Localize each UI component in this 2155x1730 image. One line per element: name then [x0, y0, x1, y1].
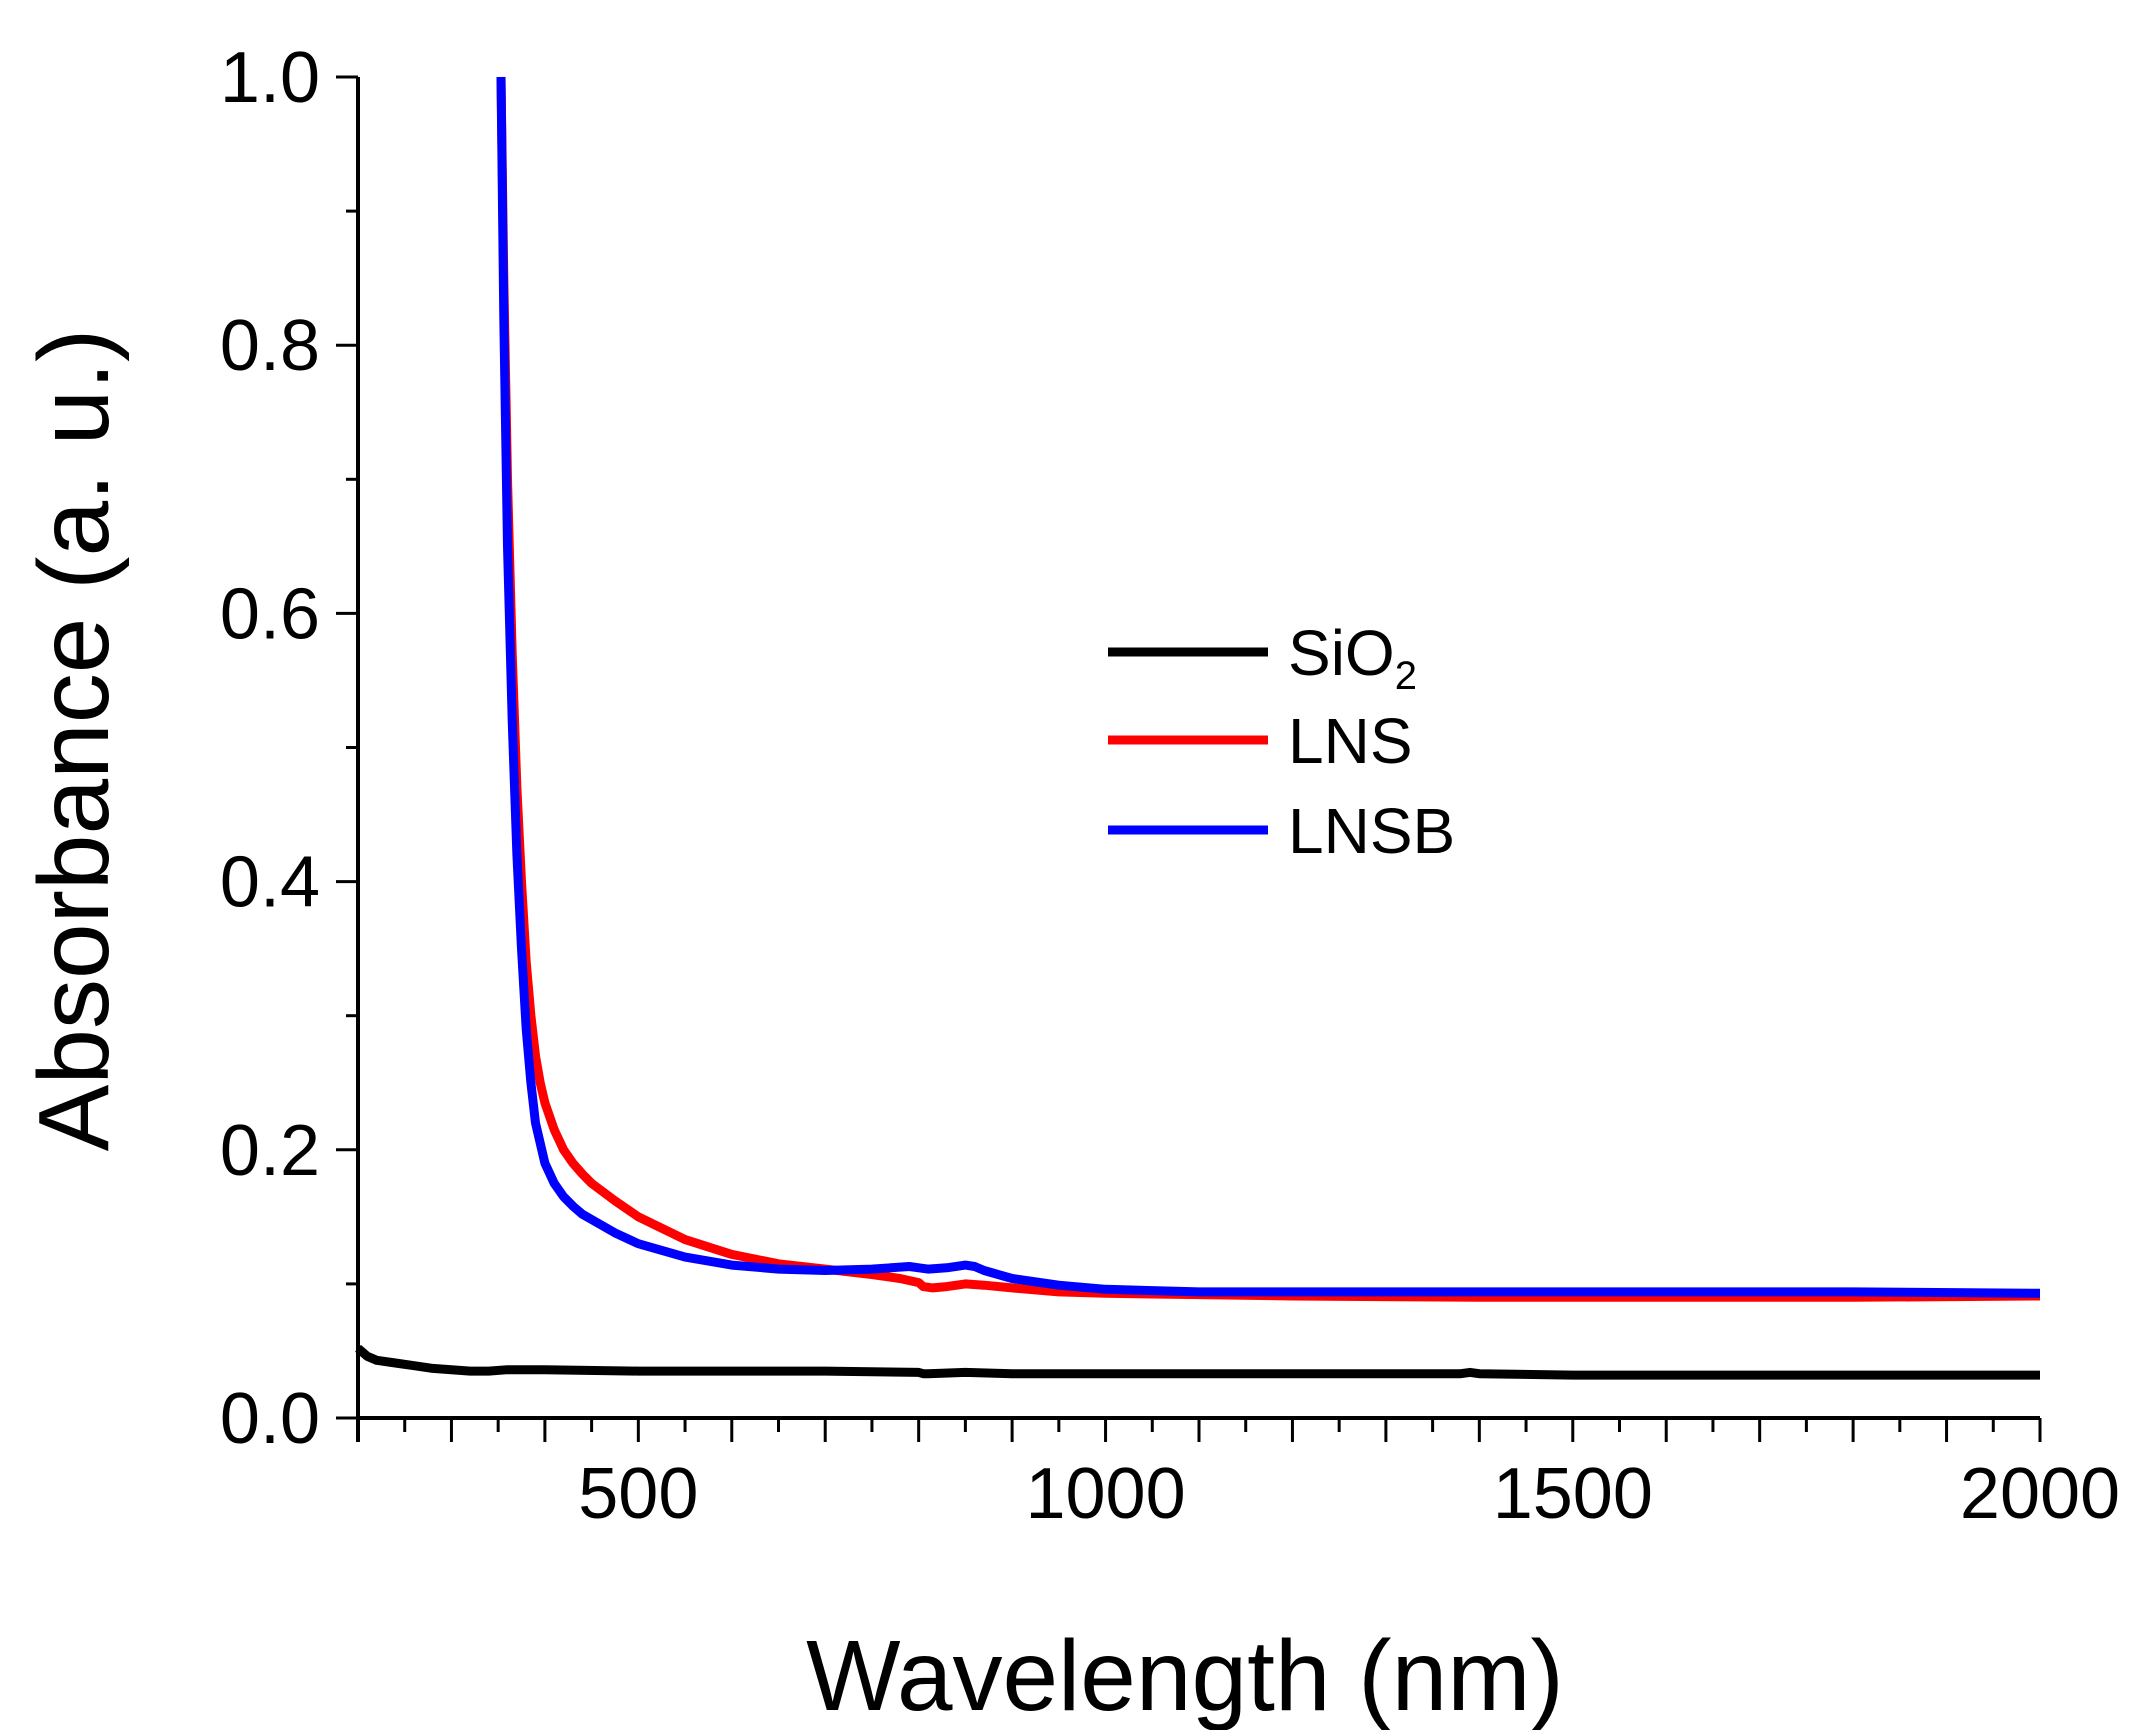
legend-label-lns: LNS	[1288, 705, 1413, 777]
y-axis-title: Absorbance (a. u.)	[18, 329, 130, 1152]
legend-label-sio2: SiO2	[1288, 617, 1417, 698]
x-axis-title: Wavelength (nm)	[806, 1620, 1564, 1730]
legend-label-lnsb: LNSB	[1288, 795, 1455, 867]
x-tick-label: 2000	[1960, 1454, 2120, 1534]
y-tick-label: 0.4	[220, 843, 320, 923]
y-tick-label: 0.8	[220, 306, 320, 386]
x-tick-label: 500	[578, 1454, 698, 1534]
x-tick-label: 1500	[1493, 1454, 1653, 1534]
y-tick-label: 0.6	[220, 574, 320, 654]
y-tick-label: 1.0	[220, 38, 320, 118]
y-tick-label: 0.2	[220, 1111, 320, 1191]
series-line-lns	[496, 76, 2041, 1302]
x-tick-label: 1000	[1025, 1454, 1185, 1534]
series-line-lnsb	[496, 76, 2041, 1298]
y-tick-label: 0.0	[220, 1379, 320, 1459]
series-line-sio2	[355, 1344, 2040, 1380]
